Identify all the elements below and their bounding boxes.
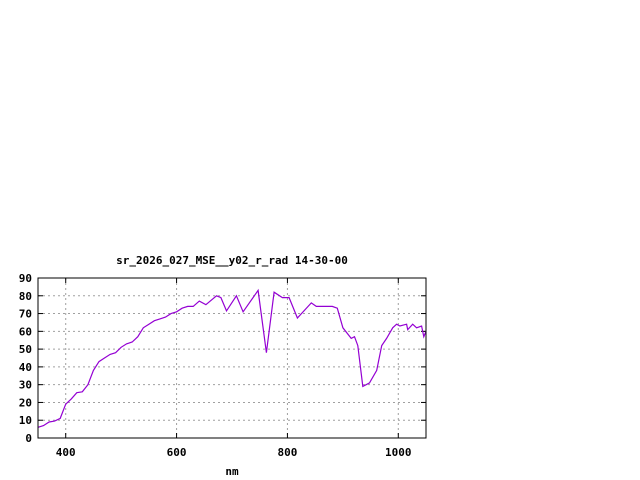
y-tick-label: 30 [19, 379, 32, 392]
y-tick-label: 0 [25, 432, 32, 445]
x-tick-label: 1000 [385, 446, 412, 459]
x-tick-label: 400 [56, 446, 76, 459]
y-tick-label: 50 [19, 343, 32, 356]
x-axis-label: nm [225, 465, 239, 478]
y-tick-label: 10 [19, 414, 32, 427]
y-tick-label: 60 [19, 325, 32, 338]
y-tick-label: 20 [19, 396, 32, 409]
x-tick-label: 800 [277, 446, 297, 459]
grid [38, 278, 426, 438]
y-tick-label: 70 [19, 308, 32, 321]
y-tick-label: 40 [19, 361, 32, 374]
plot-frame [37, 277, 427, 439]
chart-title: sr_2026_027_MSE__y02_r_rad 14-30-00 [116, 254, 348, 267]
y-tick-label: 80 [19, 290, 32, 303]
x-tick-label: 600 [167, 446, 187, 459]
y-tick-label: 90 [19, 272, 32, 285]
series-line [37, 288, 427, 428]
axis-ticks: 0 10 20 30 40 50 60 70 80 90 400 600 800 1000 [19, 272, 426, 459]
